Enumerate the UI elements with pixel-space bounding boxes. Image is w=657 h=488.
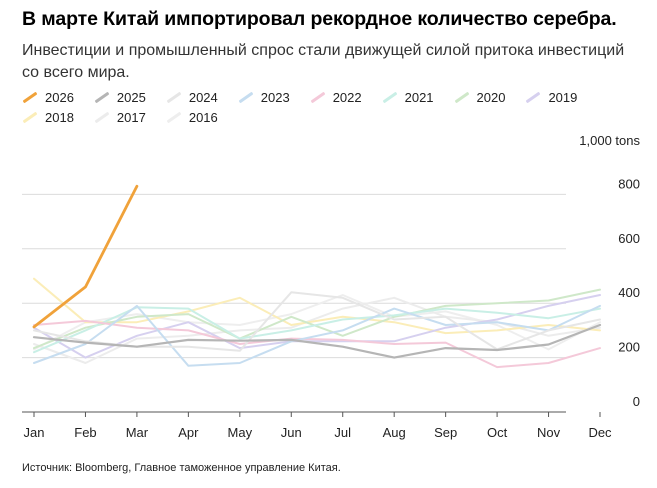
x-tick-label: Oct (487, 425, 508, 440)
y-tick-label: 400 (618, 285, 640, 300)
legend-swatch (94, 91, 110, 103)
legend-label: 2017 (116, 109, 146, 125)
legend-label: 2021 (404, 89, 434, 105)
y-tick-label: 800 (618, 176, 640, 191)
x-tick-label: Jul (334, 425, 351, 440)
legend-item-2021: 2021 (382, 88, 434, 106)
series-line-2026 (32, 184, 139, 329)
legend-label: 2016 (188, 109, 218, 125)
series-line-2020 (33, 288, 601, 350)
series-line-2023 (33, 304, 601, 367)
x-tick-label: Feb (74, 425, 96, 440)
line-chart: 0 200 400 600 800 1,000 tons Jan Feb Mar Apr May Ju… (22, 133, 640, 440)
legend-swatch (94, 111, 110, 123)
legend-item-2023: 2023 (238, 88, 290, 106)
legend-label: 2026 (45, 89, 74, 105)
x-tick-label: May (228, 425, 253, 440)
x-tick-label: Nov (537, 425, 561, 440)
legend-swatch (526, 91, 541, 103)
legend: 2026 2025 2024 2023 2022 2021 2020 2019 2018 2017… (22, 88, 642, 126)
y-tick-label: 600 (618, 231, 640, 246)
legend-item-2025: 2025 (94, 88, 146, 106)
series-line-2017 (33, 296, 601, 364)
x-tick-label: Sep (434, 425, 457, 440)
legend-swatch (22, 111, 38, 123)
legend-swatch (382, 91, 398, 103)
legend-item-2026: 2026 (22, 88, 74, 106)
x-tick-label: Jan (24, 425, 45, 440)
y-tick-label: 0 (633, 394, 640, 409)
legend-item-2022: 2022 (310, 88, 362, 106)
x-tick-label: Aug (383, 425, 406, 440)
legend-item-2016: 2016 (166, 108, 218, 126)
series-line-2025 (32, 323, 602, 359)
legend-item-2017: 2017 (94, 108, 146, 126)
y-tick-label: 200 (618, 340, 640, 355)
legend-item-2019: 2019 (525, 88, 577, 106)
legend-swatch (238, 91, 254, 103)
legend-item-2024: 2024 (166, 88, 218, 106)
y-unit-label: 1,000 tons (579, 133, 640, 148)
x-tick-label: Apr (178, 425, 199, 440)
legend-label: 2023 (260, 89, 290, 105)
series-line-2022 (33, 319, 601, 369)
series-line-2018 (33, 277, 601, 335)
legend-label: 2022 (332, 89, 362, 105)
x-tick-label: Mar (126, 425, 149, 440)
source-note: Источник: Bloomberg, Главное таможенное … (22, 462, 341, 474)
legend-label: 2020 (476, 89, 506, 105)
legend-item-2018: 2018 (22, 108, 74, 126)
legend-label: 2018 (45, 109, 74, 125)
series-line-2019 (33, 294, 601, 359)
legend-swatch (454, 91, 469, 103)
chart-subtitle: Инвестиции и промышленный спрос стали дв… (22, 42, 625, 81)
x-tick-label: Jun (281, 425, 302, 440)
legend-label: 2024 (188, 89, 218, 105)
legend-swatch (22, 91, 38, 103)
legend-label: 2025 (116, 89, 146, 105)
chart-title: В марте Китай импортировал рекордное кол… (22, 8, 617, 30)
legend-item-2020: 2020 (454, 88, 506, 106)
legend-swatch (166, 91, 182, 103)
x-tick-label: Dec (588, 425, 612, 440)
legend-swatch (310, 91, 326, 103)
legend-swatch (166, 111, 182, 123)
legend-label: 2019 (548, 89, 578, 105)
